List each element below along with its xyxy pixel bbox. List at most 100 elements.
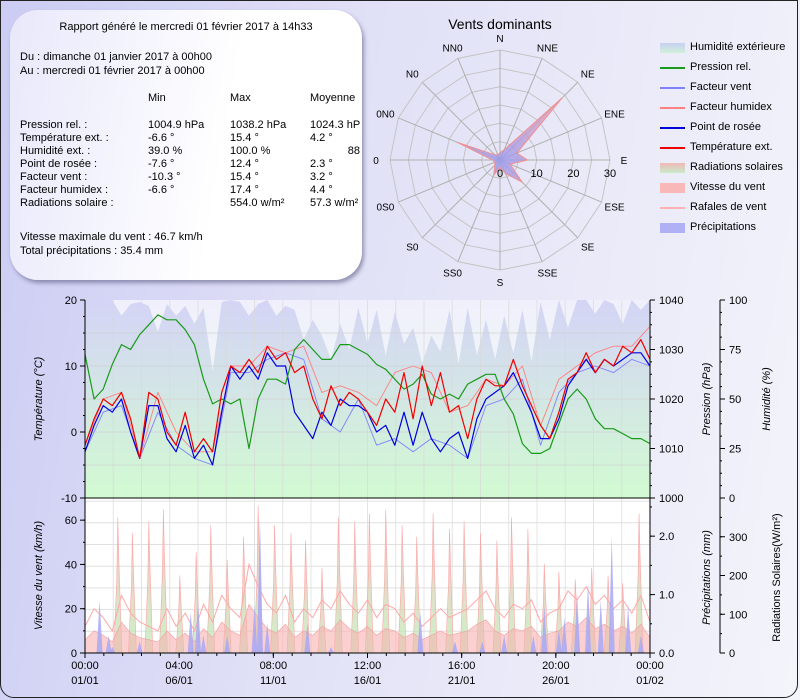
header-max: Max	[230, 92, 251, 104]
row-label: Point de rosée :	[20, 158, 98, 170]
header-mean: Moyenne	[310, 92, 356, 104]
rose-series-area	[457, 97, 563, 184]
row-label: Humidité ext. :	[20, 145, 91, 157]
legend-swatch	[660, 67, 685, 69]
rose-radius-tick: 30	[604, 168, 616, 180]
rad-y-tick-label: 100	[729, 609, 747, 621]
precipitation-bar	[256, 518, 263, 653]
rose-spoke	[499, 159, 543, 262]
x-tick-time: 12:00	[354, 660, 382, 672]
rose-direction-label: NN0	[443, 43, 463, 54]
x-tick-time: 04:00	[165, 660, 193, 672]
y2-tick-label: 1000	[659, 493, 683, 505]
rose-direction-label: SS0	[443, 269, 462, 280]
precipitation-bar	[625, 606, 632, 653]
precipitation-bar	[530, 635, 537, 653]
precipitation-bar	[105, 635, 112, 653]
precipitation-bar	[264, 623, 271, 653]
y2-tick-label: 1030	[659, 345, 683, 357]
rose-direction-label: ESE	[605, 203, 625, 214]
y3-tick-label: 25	[729, 444, 741, 456]
precipitation-bar	[585, 582, 592, 653]
row-mean: 57.3 w/m²	[310, 197, 359, 209]
x-tick-time: 08:00	[260, 660, 288, 672]
rain-y-tick-label: 0.0	[659, 648, 674, 660]
rad-y-tick-label: 200	[729, 571, 747, 583]
x-tick-date: 01/02	[636, 675, 664, 687]
legend-label: Point de rosée	[690, 121, 761, 133]
x-tick-date: 01/01	[71, 675, 99, 687]
precipitation-bar	[555, 629, 562, 653]
rose-direction-label: SSE	[537, 269, 557, 280]
max-wind-text: Vitesse maximale du vent : 46.7 km/h	[20, 231, 203, 243]
row-mean: 3.2 °	[310, 171, 333, 183]
row-label: Radiations solaire :	[20, 197, 114, 209]
legend-swatch	[660, 183, 685, 193]
precipitation-bar	[501, 635, 508, 653]
rose-radius-tick: 0	[497, 168, 503, 180]
legend-swatch	[660, 207, 685, 209]
rose-direction-label: 0N0	[376, 109, 395, 120]
rose-direction-label: E	[621, 156, 628, 167]
legend-swatch	[660, 87, 685, 89]
rose-direction-label: N0	[406, 70, 419, 81]
wind-rose-title: Vents dominants	[448, 16, 552, 32]
legend-label: Radiations solaires	[690, 161, 783, 173]
rose-direction-label: S	[497, 278, 504, 289]
row-max: 100.0 %	[230, 145, 271, 157]
legend-label: Rafales de vent	[690, 201, 767, 213]
rain-y-tick-label: 2.0	[659, 531, 674, 543]
row-max: 17.4 °	[230, 184, 259, 196]
row-mean: 4.2 °	[310, 132, 333, 144]
row-mean: 88	[347, 145, 360, 157]
x-tick-date: 06/01	[165, 675, 193, 687]
header-min: Min	[148, 92, 166, 104]
rose-direction-label: ENE	[604, 109, 625, 120]
row-label: Pression rel. :	[20, 119, 88, 131]
rad-y-tick-label: 0	[729, 648, 735, 660]
row-min: 39.0 %	[148, 145, 183, 157]
rad-y-tick-label: 300	[729, 532, 747, 544]
rain-axis-title: Précipitations (mm)	[701, 530, 713, 625]
precipitation-bar	[417, 612, 424, 653]
y3-tick-label: 100	[729, 295, 747, 307]
rose-radius-tick: 10	[531, 168, 543, 180]
rose-direction-label: NNE	[537, 43, 558, 54]
report-from: Du : dimanche 01 janvier 2017 à 00h00	[20, 51, 213, 63]
rose-spoke	[398, 159, 501, 203]
rose-direction-label: NE	[581, 70, 595, 81]
y2-tick-label: 1020	[659, 394, 683, 406]
row-mean: 1024.3 hPa	[310, 119, 360, 131]
wind-y-tick-label: 60	[65, 515, 77, 527]
y-tick-label: 20	[65, 295, 77, 307]
precipitation-bar	[574, 594, 581, 653]
rose-direction-label: 0S0	[377, 203, 395, 214]
x-tick-date: 21/01	[448, 675, 476, 687]
y-tick-label: 0	[71, 427, 77, 439]
x-tick-time: 16:00	[448, 660, 476, 672]
row-label: Facteur vent :	[20, 171, 88, 183]
rain-y-tick-label: 1.0	[659, 590, 674, 602]
rose-direction-label: SE	[581, 242, 595, 253]
y-tick-label: -10	[61, 493, 77, 505]
row-max: 12.4 °	[230, 158, 259, 170]
row-min: -6.6 °	[148, 184, 175, 196]
precipitation-bar	[96, 600, 103, 653]
rose-spoke	[499, 159, 602, 203]
legend-label: Précipitations	[690, 221, 757, 233]
precipitation-bar	[597, 600, 604, 653]
radiation-axis-title: Radiations Solaires(W/m²)	[771, 513, 783, 641]
legend-swatch	[660, 107, 685, 109]
temp-axis-title: Température (°C)	[33, 356, 45, 441]
row-max: 554.0 w/m²	[230, 197, 285, 209]
series-line-pression-rel-	[84, 314, 651, 454]
rose-direction-label: N	[496, 34, 503, 45]
legend-label: Pression rel.	[690, 61, 752, 73]
row-min: -7.6 °	[148, 158, 175, 170]
pressure-axis-title: Pression (hPa)	[701, 362, 713, 435]
legend-label: Facteur humidex	[690, 101, 772, 113]
precipitation-bar	[637, 635, 644, 653]
row-label: Facteur humidex :	[20, 184, 109, 196]
wind-y-tick-label: 20	[65, 604, 77, 616]
